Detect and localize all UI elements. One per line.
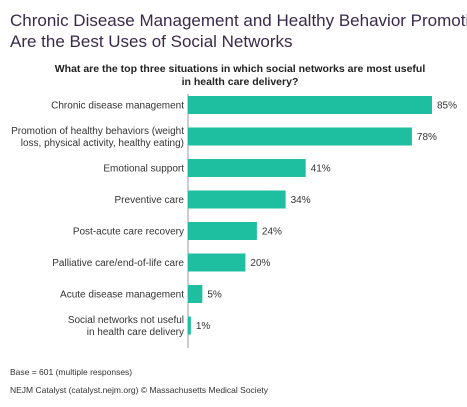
category-label-4-line-0: Post-acute care recovery xyxy=(73,227,184,238)
chart-title-line-2: Are the Best Uses of Social Networks xyxy=(10,32,293,51)
bar-7 xyxy=(188,316,191,335)
chart-question: What are the top three situations in whi… xyxy=(40,63,440,89)
value-label-2: 41% xyxy=(311,164,331,175)
category-label-5: Palliative care/end-of-life care xyxy=(52,258,184,269)
category-label-7: Social networks not useful in health care… xyxy=(68,315,184,338)
bar-1 xyxy=(188,127,412,146)
base-note: Base = 601 (multiple responses) xyxy=(10,367,133,377)
value-label-1: 78% xyxy=(417,132,437,143)
chart-question-line-1: What are the top three situations in whi… xyxy=(54,63,426,75)
category-label-0-line-0: Chronic disease management xyxy=(51,101,184,112)
category-label-3-line-0: Preventive care xyxy=(115,195,185,206)
category-label-1-line-1: loss, physical activity, healthy eating) xyxy=(21,138,184,149)
category-label-3: Preventive care xyxy=(115,195,185,206)
bar-chart: 85% Chronic disease management 78% Promotio… xyxy=(11,94,457,348)
bar-3 xyxy=(188,190,286,209)
category-label-2-line-0: Emotional support xyxy=(103,164,184,175)
bar-6 xyxy=(188,285,203,303)
category-label-2: Emotional support xyxy=(103,164,184,175)
bar-5 xyxy=(188,253,246,272)
bar-4 xyxy=(188,222,257,240)
category-label-6-line-0: Acute disease management xyxy=(60,290,184,301)
category-label-6: Acute disease management xyxy=(60,290,184,301)
source-note: NEJM Catalyst (catalyst.nejm.org) © Mass… xyxy=(10,385,269,395)
category-label-7-line-0: Social networks not useful xyxy=(68,315,184,326)
category-label-4: Post-acute care recovery xyxy=(73,227,184,238)
value-label-4: 24% xyxy=(262,227,282,238)
value-label-5: 20% xyxy=(250,258,270,269)
value-label-0: 85% xyxy=(437,101,457,112)
value-label-6: 5% xyxy=(207,290,222,301)
bar-0 xyxy=(188,96,432,114)
chart-question-line-2: in health care delivery? xyxy=(181,76,299,88)
category-label-5-line-0: Palliative care/end-of-life care xyxy=(52,258,184,269)
category-label-1-line-0: Promotion of healthy behaviors (weight xyxy=(11,126,184,137)
chart-title-line-1: Chronic Disease Management and Healthy B… xyxy=(10,11,467,30)
value-label-7: 1% xyxy=(196,321,211,332)
value-label-3: 34% xyxy=(291,195,311,206)
category-label-7-line-1: in health care delivery xyxy=(87,327,184,338)
category-label-0: Chronic disease management xyxy=(51,101,184,112)
chart-title: Chronic Disease Management and Healthy B… xyxy=(10,10,467,52)
category-label-1: Promotion of healthy behaviors (weight lo… xyxy=(11,126,184,149)
bar-2 xyxy=(188,159,306,177)
